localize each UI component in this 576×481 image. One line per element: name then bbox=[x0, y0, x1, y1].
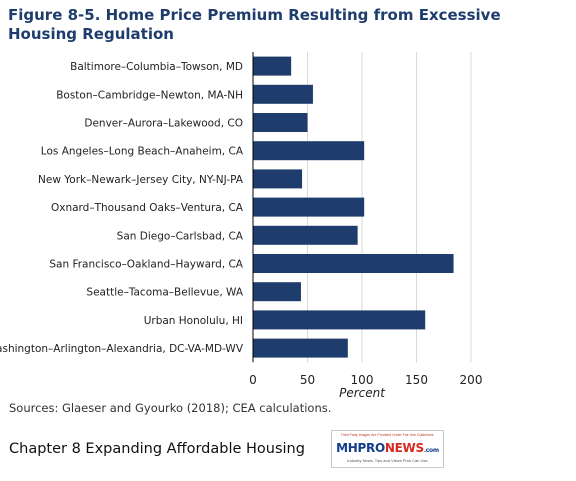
bar bbox=[253, 225, 358, 245]
category-label: Washington–Arlington–Alexandria, DC-VA-M… bbox=[0, 343, 244, 355]
x-tick-label: 50 bbox=[300, 373, 315, 387]
logo-fine-print: Third Party Images Are Provided Under Fa… bbox=[340, 433, 435, 437]
category-label: San Diego–Carlsbad, CA bbox=[117, 230, 244, 242]
chapter-caption: Chapter 8 Expanding Affordable Housing bbox=[9, 441, 305, 457]
bar bbox=[253, 84, 313, 104]
category-label: Los Angeles–Long Beach–Anaheim, CA bbox=[41, 146, 244, 158]
logo-mh: MH bbox=[336, 441, 358, 455]
bar bbox=[253, 197, 365, 217]
x-tick-label: 100 bbox=[351, 373, 374, 387]
bar bbox=[253, 56, 292, 76]
category-label: Urban Honolulu, HI bbox=[144, 315, 243, 327]
bar bbox=[253, 254, 454, 273]
x-tick-label: 150 bbox=[405, 373, 428, 387]
logo-pro: PRO bbox=[357, 441, 386, 455]
category-label: Oxnard–Thousand Oaks–Ventura, CA bbox=[51, 202, 244, 214]
category-label: Denver–Aurora–Lakewood, CO bbox=[84, 118, 243, 130]
mhpronews-logo: Third Party Images Are Provided Under Fa… bbox=[331, 430, 444, 468]
chart-title: Figure 8-5. Home Price Premium Resulting… bbox=[8, 6, 501, 43]
category-label: San Francisco–Oakland–Hayward, CA bbox=[49, 259, 243, 271]
category-label: New York–Newark–Jersey City, NY-NJ-PA bbox=[38, 174, 244, 186]
category-label: Seattle–Tacoma–Bellevue, WA bbox=[86, 287, 243, 299]
category-label: Baltimore–Columbia–Towson, MD bbox=[70, 61, 243, 73]
bar bbox=[253, 338, 348, 358]
bar bbox=[253, 113, 308, 132]
category-label: Boston–Cambridge–Newton, MA-NH bbox=[56, 89, 243, 101]
x-tick-label: 200 bbox=[460, 373, 483, 387]
bar bbox=[253, 169, 303, 189]
bar bbox=[253, 310, 426, 330]
bar bbox=[253, 282, 301, 302]
bar bbox=[253, 141, 365, 161]
logo-news: NEWS bbox=[384, 441, 424, 455]
source-note: Sources: Glaeser and Gyourko (2018); CEA… bbox=[9, 401, 332, 415]
logo-wordmark: MHPRONEWS.com bbox=[332, 441, 443, 455]
logo-tagline: Industry News, Tips and Views Pros Can U… bbox=[347, 458, 428, 463]
x-axis-label: Percent bbox=[339, 386, 386, 400]
x-tick-label: 0 bbox=[249, 373, 257, 387]
logo-com: .com bbox=[423, 447, 439, 454]
